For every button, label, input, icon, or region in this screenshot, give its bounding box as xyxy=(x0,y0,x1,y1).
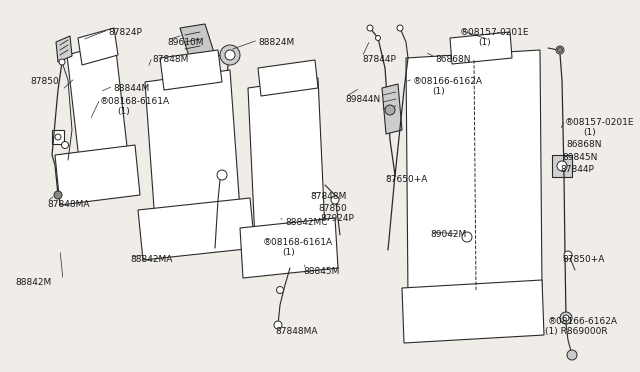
Polygon shape xyxy=(67,42,128,168)
Circle shape xyxy=(563,315,569,321)
Circle shape xyxy=(54,191,62,199)
Text: 87850: 87850 xyxy=(318,204,347,213)
Text: (1): (1) xyxy=(117,107,130,116)
Circle shape xyxy=(462,232,472,242)
Text: 88842MC: 88842MC xyxy=(285,218,328,227)
Circle shape xyxy=(220,45,240,65)
Text: 89610M: 89610M xyxy=(167,38,204,47)
Polygon shape xyxy=(56,36,72,62)
Circle shape xyxy=(557,48,563,52)
Text: (1) R869000R: (1) R869000R xyxy=(545,327,607,336)
Text: ®08166-6162A: ®08166-6162A xyxy=(413,77,483,86)
Polygon shape xyxy=(248,78,325,240)
Text: ®08157-0201E: ®08157-0201E xyxy=(565,118,634,127)
Text: 89042M: 89042M xyxy=(430,230,467,239)
Text: 86868N: 86868N xyxy=(435,55,470,64)
Text: ®08157-0201E: ®08157-0201E xyxy=(460,28,529,37)
Circle shape xyxy=(331,196,339,204)
Text: (1): (1) xyxy=(478,38,491,47)
Text: 87844P: 87844P xyxy=(560,165,594,174)
Polygon shape xyxy=(138,198,255,260)
Circle shape xyxy=(564,251,572,259)
Text: ®08168-6161A: ®08168-6161A xyxy=(100,97,170,106)
Polygon shape xyxy=(160,50,222,90)
Polygon shape xyxy=(145,70,240,222)
Circle shape xyxy=(557,161,567,171)
Circle shape xyxy=(61,141,68,148)
Bar xyxy=(52,130,64,144)
Text: 89844N: 89844N xyxy=(345,95,380,104)
Text: 87924P: 87924P xyxy=(320,214,354,223)
Text: 87848MA: 87848MA xyxy=(47,200,90,209)
Text: ®08166-6162A: ®08166-6162A xyxy=(548,317,618,326)
Text: (1): (1) xyxy=(432,87,445,96)
Text: 87844P: 87844P xyxy=(362,55,396,64)
Text: 88842M: 88842M xyxy=(15,278,51,287)
Polygon shape xyxy=(258,60,318,96)
Text: 86868N: 86868N xyxy=(566,140,602,149)
Text: ®08168-6161A: ®08168-6161A xyxy=(263,238,333,247)
Text: 87650+A: 87650+A xyxy=(385,175,428,184)
Text: 87824P: 87824P xyxy=(108,28,142,37)
Text: (1): (1) xyxy=(583,128,596,137)
Polygon shape xyxy=(402,280,544,343)
Bar xyxy=(458,228,476,246)
Polygon shape xyxy=(78,28,118,65)
Polygon shape xyxy=(382,84,402,134)
Circle shape xyxy=(274,321,282,329)
Text: (1): (1) xyxy=(282,248,295,257)
Polygon shape xyxy=(450,32,512,64)
Polygon shape xyxy=(240,218,338,278)
Text: 87850: 87850 xyxy=(30,77,59,86)
Text: 88824M: 88824M xyxy=(258,38,294,47)
Circle shape xyxy=(225,50,235,60)
Polygon shape xyxy=(180,24,218,69)
Circle shape xyxy=(55,134,61,140)
Circle shape xyxy=(397,25,403,31)
Circle shape xyxy=(556,46,564,54)
Circle shape xyxy=(59,59,65,65)
Text: 87848M: 87848M xyxy=(152,55,188,64)
Circle shape xyxy=(567,350,577,360)
Text: 89845N: 89845N xyxy=(562,153,597,162)
Circle shape xyxy=(276,286,284,294)
Circle shape xyxy=(376,35,381,41)
Circle shape xyxy=(367,25,373,31)
Text: 87848M: 87848M xyxy=(310,192,346,201)
Bar xyxy=(552,155,572,177)
Circle shape xyxy=(385,105,395,115)
Text: 87848MA: 87848MA xyxy=(275,327,317,336)
Text: 88844M: 88844M xyxy=(113,84,149,93)
Circle shape xyxy=(217,170,227,180)
Circle shape xyxy=(560,312,572,324)
Text: 87850+A: 87850+A xyxy=(562,255,604,264)
Polygon shape xyxy=(406,50,542,298)
Text: 88842MA: 88842MA xyxy=(130,255,172,264)
Text: 88845M: 88845M xyxy=(303,267,339,276)
Polygon shape xyxy=(55,145,140,205)
